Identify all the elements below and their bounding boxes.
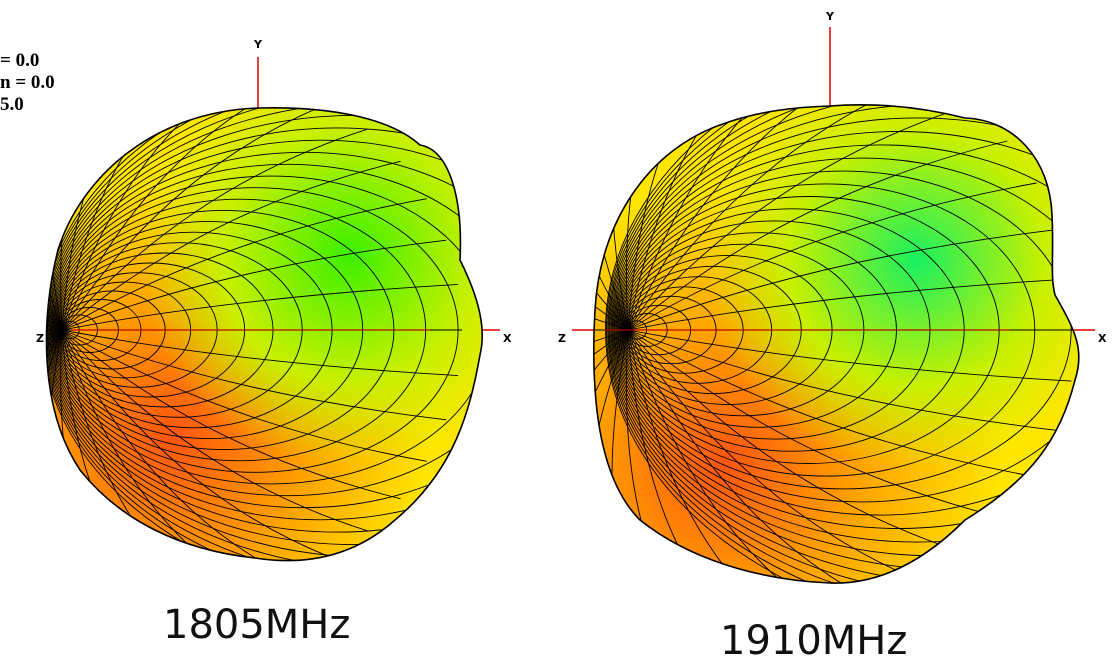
right-mesh-meridian	[627, 329, 1037, 478]
left-mesh-ring	[50, 175, 483, 485]
right-mesh-meridian	[593, 329, 629, 431]
left-mesh-meridian	[61, 198, 427, 331]
left-mesh-meridian	[61, 283, 459, 331]
left-mesh-meridian	[61, 107, 200, 331]
right-mesh-meridian	[627, 329, 930, 584]
right-mesh-meridian	[626, 329, 682, 584]
left-mesh-ring	[47, 127, 483, 533]
right-mesh-meridian	[627, 329, 1008, 520]
left-mesh-ring	[47, 139, 483, 521]
left-pattern-outline	[45, 106, 483, 562]
left-mesh-meridian	[61, 329, 200, 561]
view-param-3: 5.0	[0, 94, 24, 115]
right-frequency-caption: 1910MHz	[720, 618, 908, 664]
left-mesh-meridian	[61, 329, 290, 561]
right-mesh-meridian	[627, 104, 883, 331]
left-mesh-meridian	[61, 329, 459, 377]
view-param-1: = 0.0	[0, 50, 40, 71]
left-frequency-caption: 1805MHz	[163, 602, 351, 648]
right-x-axis-label: X	[1098, 332, 1107, 345]
right-y-axis-label: Y	[826, 10, 834, 23]
right-mesh-meridian	[593, 229, 629, 331]
right-mesh-meridian	[627, 182, 1037, 331]
right-mesh-meridian	[593, 329, 629, 382]
left-mesh-meridian	[61, 329, 427, 462]
left-y-axis-label: Y	[254, 38, 262, 51]
right-mesh-meridian	[627, 104, 930, 331]
right-mesh-meridian	[627, 278, 1072, 331]
left-mesh-meridian	[61, 107, 290, 331]
left-mesh-meridian	[61, 128, 369, 331]
view-parameters: = 0.0 n = 0.0 5.0	[0, 50, 55, 116]
left-mesh-ring	[49, 163, 483, 497]
right-mesh-meridian	[627, 140, 1008, 331]
view-param-2: n = 0.0	[0, 72, 55, 93]
left-green-lobe-shade	[46, 107, 483, 561]
right-mesh-meridian	[627, 104, 783, 331]
right-mesh-meridian	[627, 329, 1072, 382]
right-mesh-meridian	[627, 329, 783, 584]
left-z-axis-label: Z	[36, 332, 44, 345]
right-z-axis-label: Z	[558, 332, 566, 345]
right-pattern-outline	[593, 103, 1080, 584]
left-radiation-pattern	[45, 106, 483, 562]
left-x-axis-label: X	[503, 332, 512, 345]
right-mesh-meridian	[593, 278, 629, 331]
left-mesh-meridian	[61, 329, 369, 532]
left-mesh-ring	[48, 151, 483, 509]
left-mesh-ring	[51, 187, 459, 473]
